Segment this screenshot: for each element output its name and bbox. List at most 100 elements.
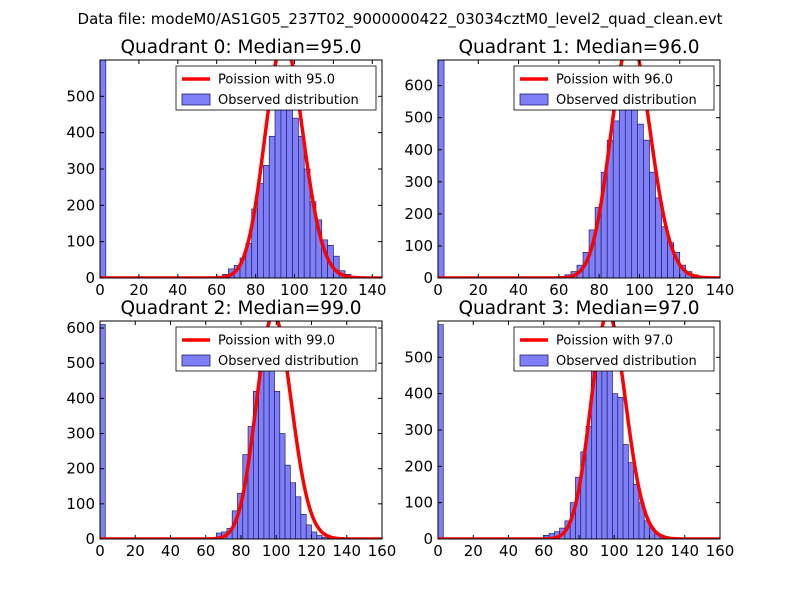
x-tick-label: 60 <box>196 542 215 560</box>
legend: Poission with 99.0 Observed distribution <box>175 326 377 372</box>
x-tick-label: 140 <box>358 281 387 299</box>
x-tick-label: 40 <box>499 542 518 560</box>
x-tick-label: 100 <box>625 281 654 299</box>
x-tick-label: 80 <box>590 281 609 299</box>
subplot-quadrant-2: Quadrant 2: Median=99.0 0 20 40 60 80 100 120 14… <box>66 298 396 560</box>
y-tick-label: 300 <box>66 160 95 178</box>
plot-area <box>100 60 382 278</box>
y-tick-label: 100 <box>404 237 433 255</box>
y-tick-label: 600 <box>404 77 433 95</box>
histogram-bar <box>624 85 632 278</box>
histogram-bar <box>655 197 662 278</box>
x-tick-label: 0 <box>433 542 443 560</box>
x-tick-label: 120 <box>297 542 326 560</box>
x-tick-label: 140 <box>706 281 735 299</box>
histogram-bar <box>274 95 282 278</box>
x-tick-label: 60 <box>549 281 568 299</box>
poisson-fit-line <box>438 60 720 278</box>
legend-label-observed: Observed distribution <box>218 93 359 108</box>
y-tick-label: 300 <box>404 173 433 191</box>
histogram-bar <box>637 123 644 278</box>
y-tick-label: 200 <box>66 196 95 214</box>
histogram-bar <box>280 81 288 278</box>
y-tick-label: 600 <box>66 319 95 337</box>
histogram-bar <box>305 524 312 539</box>
histogram-bar <box>279 433 286 539</box>
histogram-bar <box>649 171 656 278</box>
legend: Poission with 96.0 Observed distribution <box>513 65 715 111</box>
subplot-title: Quadrant 0: Median=95.0 <box>120 37 361 58</box>
legend-label-observed: Observed distribution <box>556 354 697 369</box>
histogram-bar <box>300 514 307 539</box>
y-tick-label: 200 <box>404 457 433 475</box>
subplot-title: Quadrant 2: Median=99.0 <box>120 298 361 319</box>
x-tick-label: 100 <box>280 281 309 299</box>
x-tick-label: 0 <box>95 281 105 299</box>
legend-label-observed: Observed distribution <box>556 93 697 108</box>
y-tick-label: 400 <box>404 385 433 403</box>
histogram-bar <box>257 183 264 278</box>
legend-label-fit: Poission with 95.0 <box>218 73 335 88</box>
histogram-bar <box>263 165 270 278</box>
histogram-bar <box>601 342 608 539</box>
x-tick-label: 160 <box>706 542 735 560</box>
poisson-fit-line <box>100 60 382 278</box>
subplot-title: Quadrant 1: Median=96.0 <box>458 37 699 58</box>
legend-label-observed: Observed distribution <box>218 354 359 369</box>
y-tick-label: 200 <box>404 205 433 223</box>
x-tick-label: 100 <box>600 542 629 560</box>
histogram-bar <box>290 482 296 539</box>
histogram-bar <box>622 444 629 539</box>
y-tick-label: 400 <box>66 124 95 142</box>
histogram-bar <box>612 393 619 539</box>
legend-label-fit: Poission with 96.0 <box>556 73 673 88</box>
subplot-quadrant-0: Quadrant 0: Median=95.0 0 20 40 60 80 100 120 14… <box>66 37 386 299</box>
histogram-bar <box>311 531 318 539</box>
histogram-bar <box>298 135 305 278</box>
legend-label-fit: Poission with 97.0 <box>556 334 673 349</box>
x-tick-label: 120 <box>665 281 694 299</box>
subplot-quadrant-1: Quadrant 1: Median=96.0 0 20 40 60 80 100 120 14… <box>404 37 734 299</box>
y-tick-label: 500 <box>66 354 95 372</box>
x-tick-label: 20 <box>464 542 483 560</box>
y-tick-label: 500 <box>66 87 95 105</box>
x-tick-label: 20 <box>469 281 488 299</box>
histogram-bar <box>627 462 634 539</box>
y-tick-label: 400 <box>404 141 433 159</box>
histogram-bar <box>100 324 106 539</box>
y-tick-label: 200 <box>66 460 95 478</box>
histogram-bar <box>292 117 299 278</box>
histogram-bar <box>438 324 444 539</box>
y-tick-label: 500 <box>404 348 433 366</box>
legend-label-fit: Poission with 99.0 <box>218 334 335 349</box>
x-tick-label: 20 <box>129 281 148 299</box>
legend-bar-swatch <box>519 354 549 367</box>
plot-area <box>438 60 720 278</box>
x-tick-label: 120 <box>319 281 348 299</box>
histogram-bar <box>268 135 276 278</box>
histogram-bar <box>643 139 650 278</box>
x-tick-label: 80 <box>569 542 588 560</box>
histogram-bar <box>612 120 620 278</box>
x-tick-label: 160 <box>368 542 397 560</box>
y-tick-label: 400 <box>66 389 95 407</box>
y-tick-label: 0 <box>423 530 433 548</box>
histogram-bar <box>618 94 626 278</box>
histogram-bar <box>284 464 291 539</box>
x-tick-label: 140 <box>332 542 361 560</box>
x-tick-label: 20 <box>126 542 145 560</box>
histogram-bar <box>295 496 302 539</box>
axes-frame <box>437 59 721 279</box>
y-tick-label: 0 <box>85 269 95 287</box>
y-tick-label: 100 <box>66 233 95 251</box>
x-tick-label: 100 <box>262 542 291 560</box>
x-tick-label: 60 <box>534 542 553 560</box>
x-tick-label: 120 <box>635 542 664 560</box>
legend-bar-swatch <box>519 93 549 106</box>
histogram-bar <box>274 390 281 539</box>
subplot-quadrant-3: Quadrant 3: Median=97.0 0 20 40 60 80 100 120 14… <box>404 298 734 560</box>
histogram-bar <box>617 396 624 539</box>
x-tick-label: 40 <box>161 542 180 560</box>
y-tick-label: 300 <box>66 425 95 443</box>
